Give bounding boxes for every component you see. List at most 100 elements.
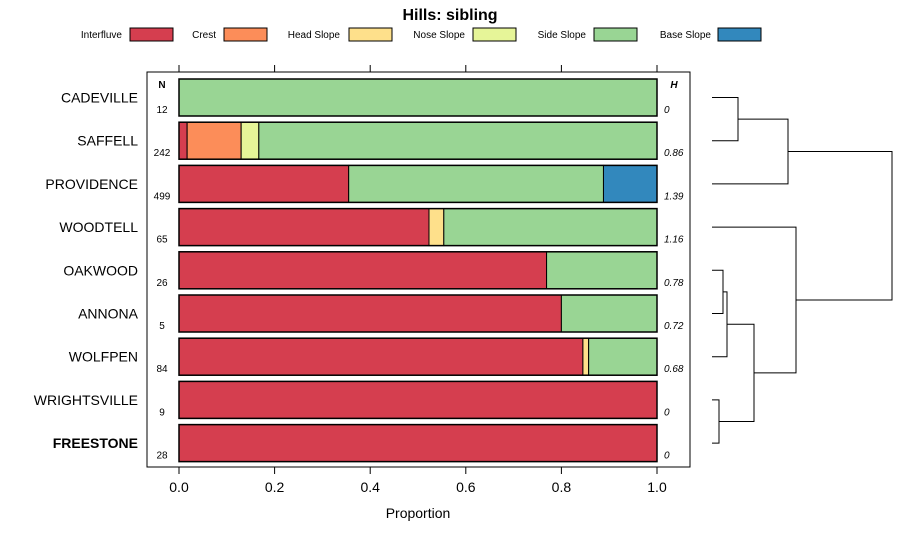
h-value: 0.78 [664, 278, 684, 289]
bar-segment-side-slope [348, 164, 604, 203]
category-label: OAKWOOD [63, 262, 138, 278]
row-providence: PROVIDENCE 499 1.39 [45, 164, 684, 204]
dendrogram-link [712, 97, 739, 142]
n-value: 26 [156, 278, 168, 289]
chart-title: Hills: sibling [402, 7, 497, 24]
category-label: PROVIDENCE [45, 176, 138, 192]
legend-label-base-slope: Base Slope [660, 30, 712, 41]
category-label: WOODTELL [59, 219, 138, 235]
category-label: FREESTONE [53, 435, 138, 451]
n-value: 242 [154, 148, 171, 159]
legend-label-nose-slope: Nose Slope [413, 30, 465, 41]
bar-outline [178, 380, 658, 420]
x-axis-label: Proportion [386, 505, 451, 521]
bar-outline [178, 294, 658, 333]
n-value: 65 [156, 235, 168, 246]
bar-segment-interfluve [178, 380, 658, 419]
dendrogram-link [712, 118, 789, 185]
bar-segment-interfluve [178, 208, 430, 247]
h-value: 1.39 [664, 191, 684, 202]
h-value: 0.72 [664, 321, 684, 332]
x-tick-label: 0.2 [265, 479, 285, 495]
dendrogram-link [712, 269, 724, 314]
bar-segment-crest [186, 121, 242, 160]
row-woodtell: WOODTELL 65 1.16 [59, 207, 684, 247]
h-value: 1.16 [664, 235, 684, 246]
row-saffell: SAFFELL 242 0.86 [77, 121, 684, 160]
h-value: 0.86 [664, 148, 684, 159]
dendrogram-link [712, 399, 720, 444]
bar-segment-side-slope [258, 121, 658, 160]
bar-segment-base-slope [602, 164, 658, 203]
bar-segment-head-slope [582, 337, 590, 376]
dendrogram-link [719, 323, 755, 422]
legend-swatch-head-slope [348, 27, 393, 42]
h-value: 0 [664, 407, 670, 418]
row-freestone: FREESTONE 28 0 [53, 423, 670, 463]
plot-panel [146, 71, 691, 468]
x-tick-label: 0.0 [169, 479, 189, 495]
bar-outline [178, 337, 658, 376]
bar-segment-side-slope [443, 208, 658, 247]
legend-label-interfluve: Interfluve [81, 30, 123, 41]
x-axis: 0.0 0.2 0.4 0.6 0.8 1.0 [169, 65, 667, 495]
bar-outline [178, 207, 658, 247]
legend-swatch-crest [223, 27, 268, 42]
row-wolfpen: WOLFPEN 84 0.68 [69, 337, 684, 376]
n-value: 5 [159, 321, 165, 332]
bar-segment-interfluve [178, 424, 658, 463]
row-wrightsville: WRIGHTSVILLE 9 0 [34, 380, 670, 420]
row-cadeville: CADEVILLE 12 0 [61, 78, 670, 117]
bar-segment-side-slope [560, 294, 658, 333]
row-annona: ANNONA 5 0.72 [78, 294, 684, 333]
category-label: WOLFPEN [69, 349, 138, 365]
bar-segment-side-slope [178, 78, 658, 117]
x-tick-label: 0.8 [552, 479, 572, 495]
n-value: 28 [156, 451, 168, 462]
legend-label-head-slope: Head Slope [288, 30, 341, 41]
dendrogram-link [712, 291, 728, 358]
h-value: 0.68 [664, 364, 684, 375]
h-value: 0 [664, 105, 670, 116]
bar-outline [178, 251, 658, 290]
bar-segment-side-slope [546, 251, 658, 290]
n-column-header: N [158, 80, 165, 91]
bar-outline [178, 78, 658, 117]
legend-label-side-slope: Side Slope [538, 30, 587, 41]
bar-segment-head-slope [428, 208, 445, 247]
category-label: ANNONA [78, 306, 139, 322]
bar-segment-interfluve [178, 251, 548, 290]
n-value: 84 [156, 364, 168, 375]
bar-outline [178, 423, 658, 463]
legend-swatch-side-slope [593, 27, 638, 42]
x-tick-label: 1.0 [647, 479, 667, 495]
category-label: CADEVILLE [61, 90, 138, 106]
dendrogram [712, 97, 893, 444]
bar-segment-interfluve [178, 121, 188, 160]
x-tick-label: 0.6 [456, 479, 476, 495]
bar-outline [178, 121, 658, 160]
h-column-header: H [670, 80, 678, 91]
bar-rows: CADEVILLE 12 0 SAFFELL 242 0.86 PROVIDENCE 499 1… [34, 78, 684, 463]
bar-segment-interfluve [178, 294, 562, 333]
category-label: WRIGHTSVILLE [34, 392, 138, 408]
bar-segment-side-slope [588, 337, 658, 376]
n-value: 499 [154, 191, 171, 202]
legend-label-crest: Crest [192, 30, 216, 41]
n-value: 12 [156, 105, 168, 116]
legend-swatch-nose-slope [472, 27, 517, 42]
row-oakwood: OAKWOOD 26 0.78 [63, 251, 684, 290]
legend-swatch-interfluve [129, 27, 174, 42]
bar-outline [178, 164, 658, 204]
dendrogram-link [788, 151, 893, 301]
n-value: 9 [159, 407, 165, 418]
h-value: 0 [664, 451, 670, 462]
legend: Interfluve Crest Head Slope Nose Slope Side … [81, 27, 762, 42]
bar-segment-interfluve [178, 337, 584, 376]
x-tick-label: 0.4 [360, 479, 380, 495]
legend-swatch-base-slope [717, 27, 762, 42]
category-label: SAFFELL [77, 133, 138, 149]
bar-segment-interfluve [178, 164, 350, 203]
bar-segment-nose-slope [240, 121, 260, 160]
